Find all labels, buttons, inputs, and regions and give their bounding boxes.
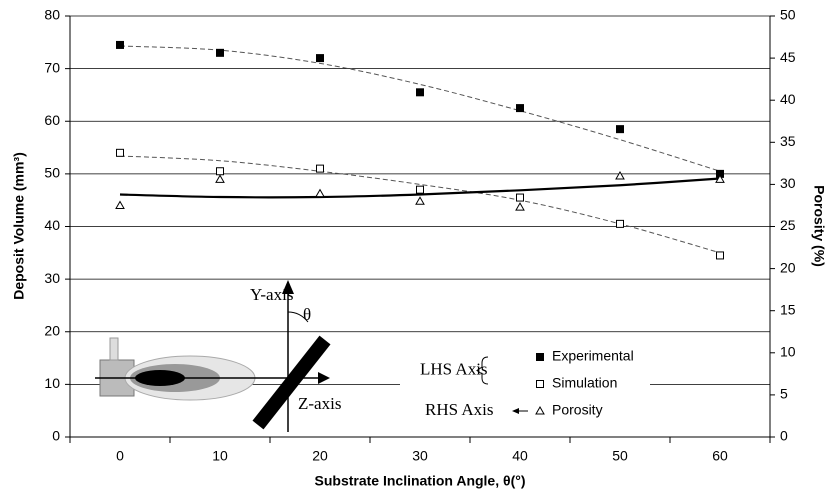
point [316, 164, 324, 173]
point [516, 104, 524, 113]
point [616, 219, 624, 228]
y-tick-label: 60 [44, 112, 60, 128]
inset-illustration [95, 280, 331, 432]
point [616, 125, 624, 134]
x-tick-label: 60 [712, 448, 728, 464]
x-axis-label: Substrate Inclination Angle, θ(°) [315, 473, 526, 489]
point [316, 54, 324, 63]
y2-tick-label: 35 [780, 133, 796, 149]
point [116, 40, 124, 49]
y2-tick-label: 25 [780, 217, 796, 233]
legend-brace [476, 356, 489, 385]
point [315, 188, 325, 198]
point [416, 88, 424, 97]
y-axis-label: Deposit Volume (mm³) [11, 152, 27, 300]
legend-label: Experimental [552, 348, 634, 364]
y-tick-label: 50 [44, 165, 60, 181]
x-tick-label: 40 [512, 448, 528, 464]
point [116, 148, 124, 157]
trendline [119, 177, 721, 199]
annotation: Y-axis [250, 285, 293, 304]
legend-marker [536, 380, 544, 388]
point [216, 48, 224, 57]
legend-label: Simulation [552, 375, 617, 391]
point [215, 174, 225, 183]
y-tick-label: 30 [44, 270, 60, 286]
z-arrowhead [318, 372, 330, 384]
trendline [119, 45, 721, 172]
point [715, 174, 725, 183]
y2-tick-label: 30 [780, 175, 796, 191]
y2-tick-label: 50 [780, 7, 796, 23]
y-tick-label: 0 [52, 428, 60, 444]
y-tick-label: 40 [44, 217, 60, 233]
annotation: θ [303, 305, 311, 324]
legend-group-label: RHS Axis [425, 400, 494, 419]
y2-tick-label: 40 [780, 91, 796, 107]
point [416, 185, 424, 194]
y2-tick-label: 10 [780, 344, 796, 360]
y-tick-label: 20 [44, 322, 60, 338]
y2-tick-label: 15 [780, 301, 796, 317]
annotation: Z-axis [298, 394, 341, 413]
point [115, 200, 125, 209]
legend-arrowhead [512, 408, 519, 414]
y2-tick-label: 5 [780, 386, 788, 402]
point [415, 196, 425, 205]
y-arrowhead [282, 280, 294, 294]
substrate [252, 335, 331, 430]
gun-top [109, 337, 119, 361]
y2-tick-label: 0 [780, 428, 788, 444]
legend-group-label: LHS Axis [420, 359, 488, 378]
y2-axis-label: Porosity (%) [811, 185, 827, 267]
y2-tick-label: 45 [780, 49, 796, 65]
legend-label: Porosity [552, 402, 603, 418]
point [516, 193, 524, 202]
y-tick-label: 70 [44, 59, 60, 75]
point [515, 202, 525, 211]
x-tick-label: 20 [312, 448, 328, 464]
y-tick-label: 80 [44, 7, 60, 23]
legend-marker [535, 405, 545, 415]
x-tick-label: 10 [212, 448, 228, 464]
x-tick-label: 30 [412, 448, 428, 464]
point [216, 167, 224, 176]
point [615, 170, 625, 180]
point [716, 251, 724, 260]
y-tick-label: 10 [44, 375, 60, 391]
x-tick-label: 0 [116, 448, 124, 464]
x-tick-label: 50 [612, 448, 628, 464]
legend-marker [536, 353, 544, 361]
theta-arc [287, 311, 309, 323]
y2-tick-label: 20 [780, 259, 796, 275]
legend-bg [400, 343, 650, 423]
